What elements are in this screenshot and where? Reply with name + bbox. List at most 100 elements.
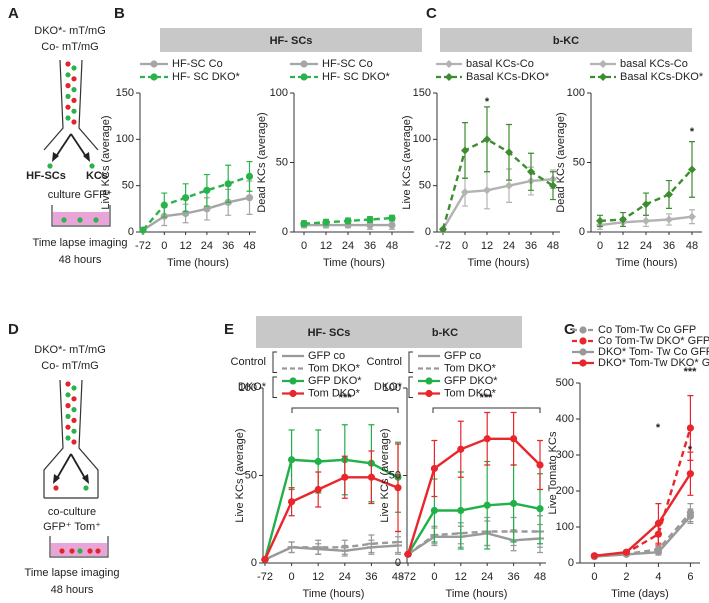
significance-bracket	[432, 407, 541, 413]
marker	[394, 484, 402, 492]
cell-dot	[65, 104, 71, 110]
cell-dot	[71, 385, 77, 391]
marker	[224, 180, 232, 188]
title-banner	[440, 28, 692, 52]
significance-label: *	[690, 126, 695, 138]
x-tick-label: 24	[201, 240, 213, 252]
x-tick-label: 36	[663, 240, 675, 252]
duration-label: 48 hours	[51, 584, 94, 596]
significance-label: ***	[480, 392, 494, 404]
marker	[388, 214, 396, 222]
x-tick-label: 48	[547, 240, 559, 252]
cell-dot	[71, 76, 77, 82]
legend-group-label: Control	[367, 356, 402, 368]
marker	[483, 435, 491, 443]
y-tick-label: 100	[567, 87, 585, 99]
marker	[483, 186, 491, 195]
x-tick-label: 36	[364, 240, 376, 252]
marker	[457, 506, 465, 515]
x-tick-label: -72	[435, 240, 451, 252]
marker	[430, 506, 438, 515]
marker	[388, 221, 396, 229]
series-line	[441, 178, 554, 230]
legend-group-label: Control	[231, 356, 266, 368]
x-tick-label: 36	[507, 571, 519, 583]
genotype-label: Co- mT/mG	[41, 360, 98, 372]
y-tick-label: 500	[556, 377, 574, 389]
schematic-d: DKO*- mT/mG Co- mT/mG co-culture GFP⁺ To…	[25, 344, 120, 596]
culture-label: co-culture	[48, 506, 96, 518]
x-tick-label: 36	[365, 571, 377, 583]
marker	[590, 552, 599, 560]
x-tick-label: 2	[623, 571, 629, 583]
marker	[367, 473, 375, 481]
marker	[445, 60, 453, 68]
x-tick-label: 0	[597, 240, 603, 252]
y-axis-label: Live KCs (average)	[100, 115, 112, 209]
marker	[245, 172, 254, 180]
genotype-label: Co- mT/mG	[41, 41, 98, 53]
x-tick-label: 36	[525, 240, 537, 252]
legend-label: Basal KCs-DKO*	[466, 71, 550, 83]
series-line	[142, 175, 250, 231]
imaging-label: Time lapse imaging	[25, 567, 120, 579]
title-banner	[160, 28, 422, 52]
cell-dot	[65, 403, 71, 409]
marker	[599, 73, 607, 81]
marker	[599, 60, 607, 68]
cell-dot	[71, 65, 77, 71]
x-tick-label: 24	[342, 240, 354, 252]
arrow	[70, 133, 88, 159]
marker	[596, 216, 604, 225]
marker	[289, 377, 297, 385]
x-tick-label: 48	[534, 571, 546, 583]
significance-label: ***	[684, 366, 698, 378]
x-tick-label: 24	[503, 240, 515, 252]
cell-dot	[65, 424, 71, 430]
chart-panel: 0 100 200 300 400 500 0 2 4 6 Time (days) Live Toma…	[547, 324, 709, 600]
marker	[457, 445, 465, 453]
y-tick-label: 100	[556, 521, 574, 533]
cell-dot	[77, 548, 83, 554]
arrow	[70, 453, 87, 481]
arrow-head	[82, 474, 89, 484]
marker	[579, 326, 587, 334]
x-tick-label: 0	[289, 571, 295, 583]
legend-label: basal KCs-Co	[466, 58, 534, 70]
marker	[461, 146, 469, 155]
marker	[549, 181, 557, 190]
marker	[314, 457, 322, 466]
y-tick-label: 0	[251, 557, 257, 569]
significance-label: ***	[339, 392, 353, 404]
marker	[654, 548, 663, 556]
cell-dot	[59, 548, 65, 554]
panel-letter: D	[8, 321, 19, 338]
duration-label: 48 hours	[59, 254, 102, 266]
cell-dot	[65, 413, 71, 419]
legend-label: HF- SC DKO*	[322, 71, 391, 83]
cell-dot	[65, 115, 71, 121]
imaging-label: Time lapse imaging	[33, 237, 128, 249]
marker	[366, 221, 374, 229]
marker	[150, 60, 158, 68]
legend-label: Tom DKO*	[444, 387, 497, 399]
cell-type-label: KCs	[86, 170, 108, 182]
marker	[622, 548, 631, 556]
cell-dot	[53, 485, 59, 491]
x-tick-label: 0	[462, 240, 468, 252]
cell-dot	[65, 93, 71, 99]
marker	[509, 435, 518, 443]
panel-letter: C	[426, 5, 437, 22]
marker	[261, 555, 269, 564]
cell-dot	[65, 435, 71, 441]
y-tick-label: 400	[556, 413, 574, 425]
x-tick-label: 0	[161, 240, 167, 252]
x-tick-label: 6	[687, 571, 693, 583]
arrow-head	[53, 474, 60, 484]
x-axis-label: Time (hours)	[323, 257, 385, 269]
x-axis-label: Time (hours)	[468, 257, 530, 269]
cell-dot	[95, 548, 101, 554]
legend-label: basal KCs-Co	[620, 58, 688, 70]
